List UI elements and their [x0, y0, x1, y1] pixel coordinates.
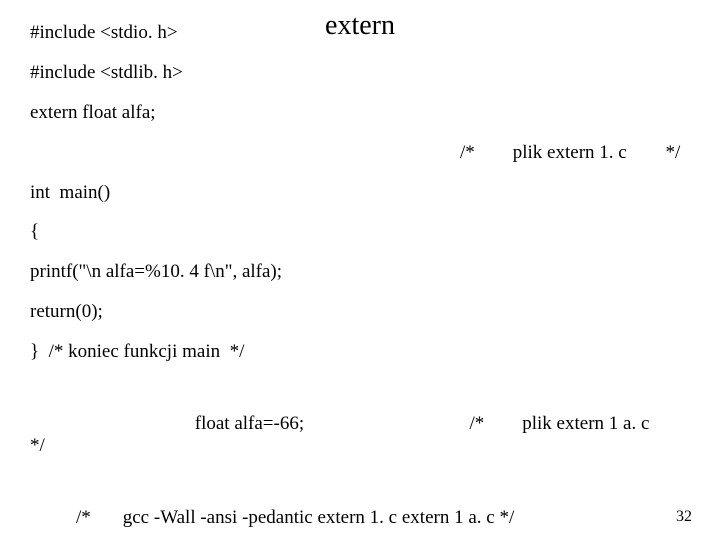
code-line-return: return(0); — [30, 301, 690, 323]
comment-text-2: plik extern 1 a. c — [522, 413, 672, 435]
comment-open-2: /* — [470, 413, 518, 435]
gcc-command-text: gcc -Wall -ansi -pedantic extern 1. c ex… — [123, 507, 515, 529]
code-line-brace-open: { — [30, 221, 690, 243]
code-line-brace-close: } /* koniec funkcji main */ — [30, 341, 690, 363]
comment-open: /* — [460, 142, 508, 164]
comment-open-3: /* — [76, 507, 118, 529]
code-line-printf: printf("\n alfa=%10. 4 f\n", alfa); — [30, 261, 690, 283]
comment-text: plik extern 1. c — [513, 142, 661, 164]
code-line-float-def: float alfa=-66; — [195, 413, 465, 435]
row-float-decl: float alfa=-66; /* plik extern 1 a. c */ — [30, 413, 690, 457]
slide: extern #include <stdio. h> #include <std… — [0, 0, 720, 540]
slide-title: extern — [0, 10, 720, 42]
code-line-main-decl: int main() — [30, 182, 690, 204]
code-line-extern-decl: extern float alfa; — [30, 102, 690, 124]
code-line-include-stdlib: #include <stdlib. h> — [30, 62, 690, 84]
comment-close: */ — [666, 142, 681, 164]
row-gcc-command: /* gcc -Wall -ansi -pedantic extern 1. c… — [30, 507, 690, 529]
comment-plik-1: /* plik extern 1. c */ — [30, 142, 690, 164]
comment-close-2: */ — [30, 435, 45, 457]
slide-number: 32 — [676, 508, 692, 526]
